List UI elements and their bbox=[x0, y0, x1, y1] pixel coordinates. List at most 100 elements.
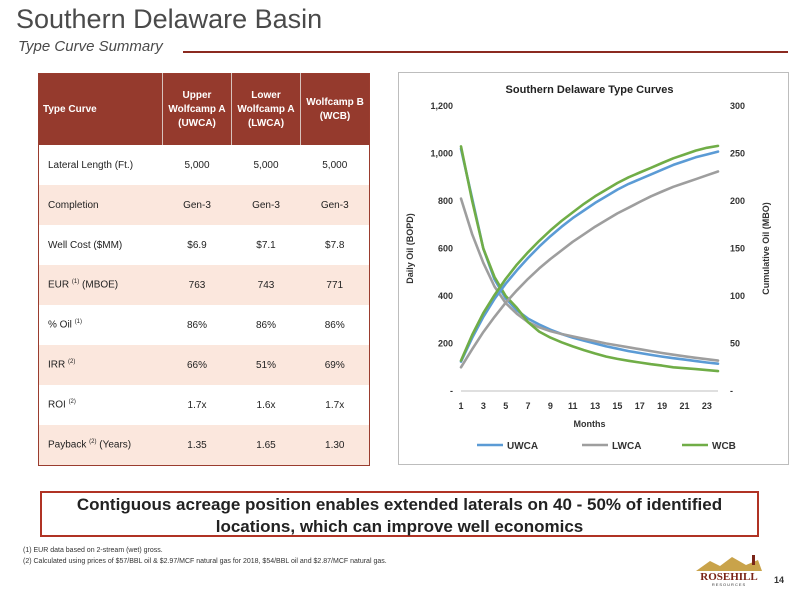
page-title: Southern Delaware Basin bbox=[16, 4, 323, 34]
x-tick-label: 3 bbox=[481, 401, 486, 411]
wcb-daily-line bbox=[459, 145, 720, 373]
y-tick-label: - bbox=[450, 386, 453, 396]
y2-axis-label: Cumulative Oil (MBO) bbox=[761, 202, 771, 295]
rosehill-logo: ROSEHILL RESOURCES bbox=[696, 555, 762, 587]
page-number: 14 bbox=[774, 575, 785, 585]
table-cell: 69% bbox=[300, 345, 370, 385]
chart-canvas: Southern Delaware Type Curves - 200 400 600 8… bbox=[405, 84, 771, 452]
y-tick-label: 1,200 bbox=[430, 101, 453, 111]
row-label-text: Lateral Length (Ft.) bbox=[48, 159, 134, 171]
header-rule bbox=[183, 51, 788, 53]
x-tick-label: 1 bbox=[458, 401, 463, 411]
table-row: IRR (2) 66% 51% 69% bbox=[38, 345, 370, 385]
table-header-cell: Type Curve bbox=[38, 73, 163, 145]
row-footnote-ref: (1) bbox=[74, 319, 83, 326]
x-tick-label: 17 bbox=[635, 401, 645, 411]
y-tick-label: 400 bbox=[438, 291, 453, 301]
table-cell: Gen-3 bbox=[162, 185, 232, 225]
y-tick-label: 600 bbox=[438, 244, 453, 254]
table-cell: 66% bbox=[162, 345, 232, 385]
x-tick-label: 9 bbox=[548, 401, 553, 411]
page-subtitle: Type Curve Summary bbox=[18, 38, 163, 55]
row-label: ROI (2) bbox=[38, 385, 163, 425]
y2-tick-label: 50 bbox=[730, 339, 740, 349]
table-cell: 1.7x bbox=[162, 385, 232, 425]
table-row: % Oil (1) 86% 86% 86% bbox=[38, 305, 370, 345]
table-body: Lateral Length (Ft.) 5,000 5,000 5,000 Compl… bbox=[38, 145, 370, 466]
table-cell: $7.1 bbox=[231, 225, 301, 265]
row-label: % Oil (1) bbox=[38, 305, 163, 345]
table-cell: Gen-3 bbox=[231, 185, 301, 225]
footnote-1: (1) EUR data based on 2-stream (wet) gro… bbox=[23, 547, 163, 554]
series-4-cumulative-line bbox=[459, 170, 720, 369]
y2-tick-label: 100 bbox=[730, 291, 745, 301]
table-cell: 1.30 bbox=[300, 425, 370, 466]
y2-tick-label: 250 bbox=[730, 149, 745, 159]
y-tick-label: 1,000 bbox=[430, 149, 453, 159]
x-tick-label: 13 bbox=[590, 401, 600, 411]
type-curve-table: Type Curve Upper Wolfcamp A (UWCA) Lower… bbox=[38, 73, 370, 466]
series-3-cumulative-line bbox=[459, 150, 720, 363]
row-label-text: EUR bbox=[48, 279, 70, 291]
table-header-cell: Upper Wolfcamp A (UWCA) bbox=[162, 73, 232, 145]
x-tick-label: 7 bbox=[526, 401, 531, 411]
table-cell: 86% bbox=[231, 305, 301, 345]
table-cell: 1.35 bbox=[162, 425, 232, 466]
table-cell: 5,000 bbox=[162, 145, 232, 185]
row-label-text: IRR bbox=[48, 359, 66, 371]
table-cell: 743 bbox=[231, 265, 301, 305]
row-label: EUR (1) (MBOE) bbox=[38, 265, 163, 305]
x-tick-label: 21 bbox=[679, 401, 689, 411]
table-cell: 51% bbox=[231, 345, 301, 385]
table-cell: 763 bbox=[162, 265, 232, 305]
table-cell: 1.6x bbox=[231, 385, 301, 425]
table-cell: 86% bbox=[162, 305, 232, 345]
table-row: ROI (2) 1.7x 1.6x 1.7x bbox=[38, 385, 370, 425]
table-cell: 5,000 bbox=[300, 145, 370, 185]
row-footnote-ref: (2) bbox=[89, 439, 97, 446]
y-tick-label: 800 bbox=[438, 196, 453, 206]
logo-derrick-shape bbox=[752, 555, 755, 565]
type-curve-chart: Southern Delaware Type Curves - 200 400 600 8… bbox=[398, 72, 789, 465]
row-label-text: Payback bbox=[48, 439, 87, 451]
lwca-daily-line bbox=[459, 197, 720, 362]
row-footnote-ref: (2) bbox=[68, 359, 76, 366]
table-row: Payback (2) (Years) 1.35 1.65 1.30 bbox=[38, 425, 370, 466]
row-label-text: ROI bbox=[48, 399, 66, 411]
highlight-banner: Contiguous acreage position enables exte… bbox=[40, 491, 759, 537]
row-label: Completion bbox=[38, 185, 163, 225]
x-tick-label: 11 bbox=[568, 401, 578, 411]
table-cell: 1.7x bbox=[300, 385, 370, 425]
table-cell: 86% bbox=[300, 305, 370, 345]
row-label-text: % Oil bbox=[48, 319, 72, 331]
row-label-suffix: (Years) bbox=[99, 439, 132, 451]
logo-wordmark: ROSEHILL bbox=[700, 571, 757, 583]
y2-tick-label: 300 bbox=[730, 101, 745, 111]
table-cell: 771 bbox=[300, 265, 370, 305]
series-5-cumulative-line bbox=[459, 144, 720, 362]
table-header-cell: Lower Wolfcamp A (LWCA) bbox=[231, 73, 301, 145]
y2-tick-label: - bbox=[730, 386, 733, 396]
logo-mountain-shape bbox=[696, 557, 762, 571]
x-tick-label: 23 bbox=[702, 401, 712, 411]
x-axis-label: Months bbox=[574, 419, 606, 429]
table-cell: $6.9 bbox=[162, 225, 232, 265]
x-tick-label: 15 bbox=[612, 401, 622, 411]
y-axis-label: Daily Oil (BOPD) bbox=[405, 213, 415, 284]
chart-title: Southern Delaware Type Curves bbox=[506, 84, 674, 96]
table-row: Well Cost ($MM) $6.9 $7.1 $7.8 bbox=[38, 225, 370, 265]
row-label: IRR (2) bbox=[38, 345, 163, 385]
row-label: Payback (2) (Years) bbox=[38, 425, 163, 466]
table-row: Lateral Length (Ft.) 5,000 5,000 5,000 bbox=[38, 145, 370, 185]
table-row: EUR (1) (MBOE) 763 743 771 bbox=[38, 265, 370, 305]
footnote-2: (2) Calculated using prices of $57/BBL o… bbox=[23, 558, 387, 565]
y2-tick-label: 200 bbox=[730, 196, 745, 206]
table-cell: $7.8 bbox=[300, 225, 370, 265]
row-footnote-ref: (2) bbox=[68, 399, 76, 406]
table-cell: Gen-3 bbox=[300, 185, 370, 225]
uwca-daily-line bbox=[459, 147, 720, 366]
table-header-row: Type Curve Upper Wolfcamp A (UWCA) Lower… bbox=[38, 73, 370, 145]
row-label-text: Completion bbox=[48, 199, 99, 211]
logo-subtext: RESOURCES bbox=[712, 582, 746, 587]
y2-tick-label: 150 bbox=[730, 244, 745, 254]
